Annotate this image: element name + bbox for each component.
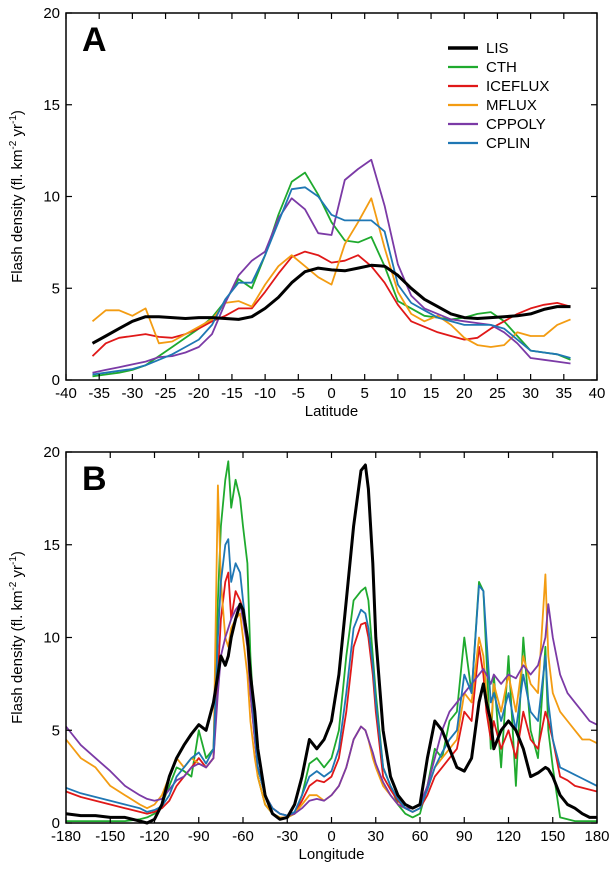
series-line-cth xyxy=(92,171,571,378)
x-tick-label: -30 xyxy=(276,828,298,845)
x-tick-label: 40 xyxy=(589,385,606,402)
x-tick-label: 150 xyxy=(540,828,565,845)
y-tick-label: 5 xyxy=(52,280,60,297)
series-line-cppoly xyxy=(92,158,571,374)
x-axis-title: Latitude xyxy=(305,403,358,420)
x-tick-label: 90 xyxy=(456,828,473,845)
x-tick-label: 15 xyxy=(423,385,440,402)
series-line-cth xyxy=(66,460,597,822)
legend: LIS CTH ICEFLUX MFLUX CPPOLY CPLIN xyxy=(448,40,549,152)
x-tick-label: -120 xyxy=(139,828,169,845)
y-axis-title: Flash density (fl. km-2 yr-1) xyxy=(8,110,26,283)
y-axis-title: Flash density (fl. km-2 yr-1) xyxy=(8,551,26,724)
panel-b: -180 -150 -120 -90 -60 -30 0 30 60 90 120 150 180 0 5 1… xyxy=(8,444,610,863)
series-line-cppoly xyxy=(65,603,598,817)
x-axis-title: Longitude xyxy=(299,846,365,863)
series-line-cplin xyxy=(92,186,571,376)
x-tick-label: 25 xyxy=(489,385,506,402)
panel-letter: B xyxy=(82,460,107,498)
x-tick-label: -5 xyxy=(292,385,305,402)
series-line-lis xyxy=(65,463,597,825)
panel-a: -40 -35 -30 -25 -20 -15 -10 -5 0 5 10 15 20 25 30 35 40 0… xyxy=(8,5,605,420)
legend-label-cth: CTH xyxy=(486,59,517,76)
x-tick-label: 120 xyxy=(496,828,521,845)
x-tick-label: 10 xyxy=(390,385,407,402)
series-line-cplin xyxy=(65,538,598,817)
y-tick-label: 15 xyxy=(43,537,60,554)
x-tick-label: -20 xyxy=(188,385,210,402)
legend-label-iceflux: ICEFLUX xyxy=(486,78,549,95)
y-tick-label: 20 xyxy=(43,5,60,22)
y-tick-label: 0 xyxy=(52,372,60,389)
plot-frame xyxy=(65,12,598,381)
x-tick-label: -15 xyxy=(221,385,243,402)
x-tick-label: 0 xyxy=(327,828,335,845)
y-tick-label: 20 xyxy=(43,444,60,461)
legend-label-lis: LIS xyxy=(486,40,509,57)
x-tick-label: -25 xyxy=(155,385,177,402)
x-tick-label: 60 xyxy=(412,828,429,845)
x-tick-label: 30 xyxy=(367,828,384,845)
series-line-iceflux xyxy=(91,250,571,357)
y-tick-label: 0 xyxy=(52,815,60,832)
x-tick-label: -60 xyxy=(232,828,254,845)
x-tick-label: 5 xyxy=(361,385,369,402)
x-tick-label: -90 xyxy=(188,828,210,845)
legend-label-cppoly: CPPOLY xyxy=(486,116,546,133)
y-tick-label: 15 xyxy=(43,97,60,114)
x-tick-label: -30 xyxy=(122,385,144,402)
x-tick-label: 180 xyxy=(584,828,609,845)
series-line-mflux xyxy=(91,197,571,348)
x-tick-label: -150 xyxy=(95,828,125,845)
x-tick-label: 20 xyxy=(456,385,473,402)
series-line-lis xyxy=(91,263,571,345)
series-line-iceflux xyxy=(65,571,598,817)
panel-letter: A xyxy=(82,21,107,59)
x-tick-label: -180 xyxy=(51,828,81,845)
x-tick-label: -10 xyxy=(254,385,276,402)
x-tick-label: 30 xyxy=(522,385,539,402)
x-tick-label: 0 xyxy=(327,385,335,402)
x-tick-label: 35 xyxy=(555,385,572,402)
y-tick-label: 5 xyxy=(52,722,60,739)
legend-label-mflux: MFLUX xyxy=(486,97,537,114)
x-tick-label: -40 xyxy=(55,385,77,402)
y-tick-label: 10 xyxy=(43,189,60,206)
x-tick-label: -35 xyxy=(88,385,110,402)
legend-label-cplin: CPLIN xyxy=(486,135,530,152)
y-tick-label: 10 xyxy=(43,630,60,647)
